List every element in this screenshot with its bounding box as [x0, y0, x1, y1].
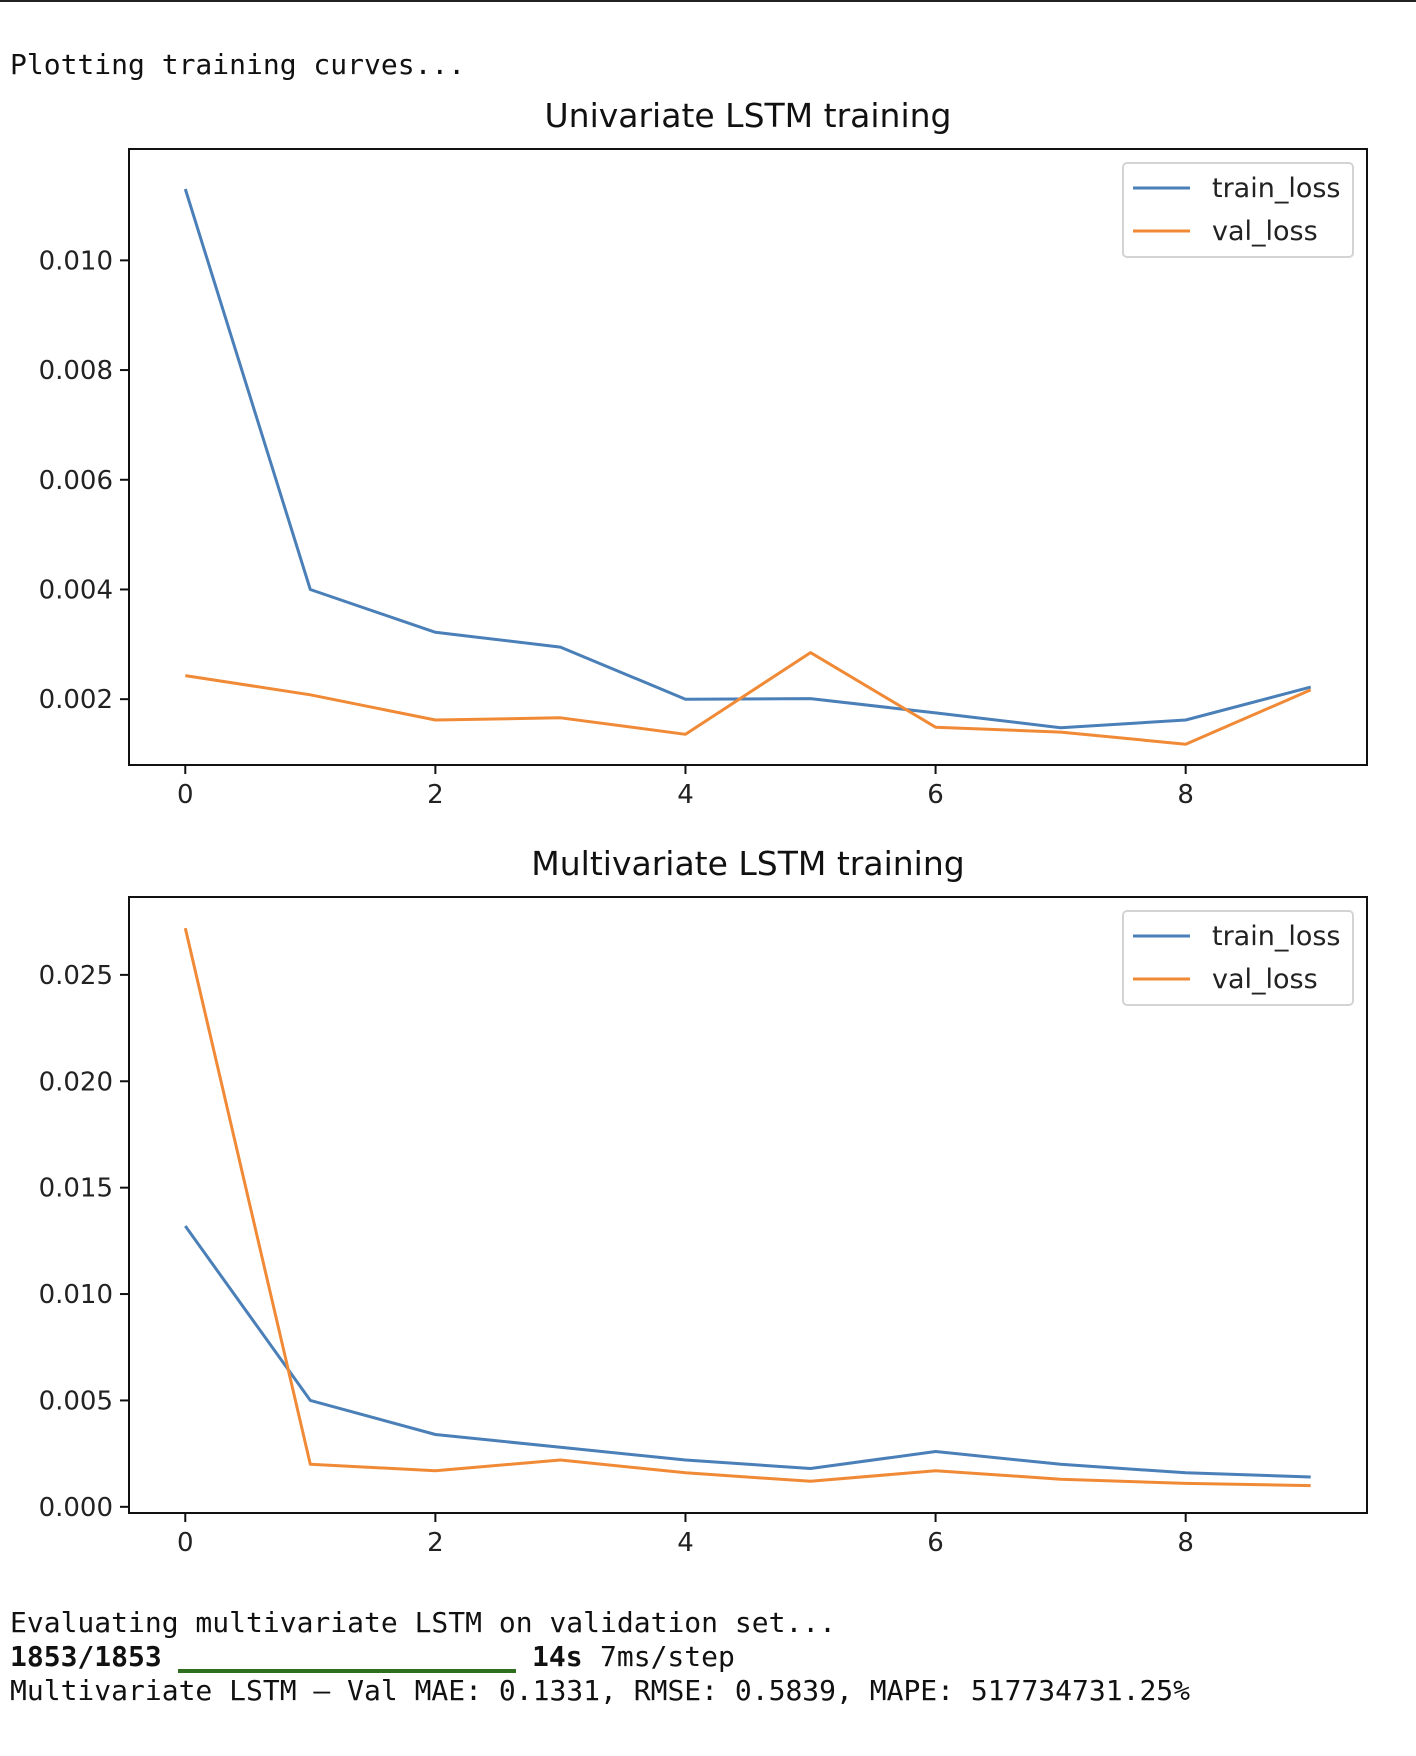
legend: train_loss val_loss — [1122, 910, 1354, 1006]
x-tick-label: 0 — [177, 1528, 194, 1558]
y-tick-label: 0.015 — [39, 1174, 113, 1204]
univariate-training-chart: Univariate LSTM training 0 2 4 6 8 0.002 0.004 0… — [39, 96, 1368, 810]
legend-label-val_loss: val_loss — [1212, 964, 1318, 995]
x-tick-label: 4 — [677, 780, 694, 810]
chart-title: Univariate LSTM training — [545, 96, 952, 135]
progress-count: 1853/1853 — [10, 1640, 162, 1673]
y-tick-label: 0.010 — [39, 246, 113, 276]
chart-title: Multivariate LSTM training — [531, 844, 964, 883]
y-tick-label: 0.004 — [39, 575, 113, 605]
series-line-train_loss — [184, 1225, 1311, 1479]
y-tick-label: 0.000 — [39, 1493, 113, 1523]
legend-label-train_loss: train_loss — [1212, 173, 1341, 204]
top-border — [0, 0, 1416, 2]
legend-label-val_loss: val_loss — [1212, 216, 1318, 247]
log-line-plotting: Plotting training curves... — [10, 48, 466, 81]
x-tick-label: 4 — [677, 1528, 694, 1558]
series-line-val_loss — [183, 927, 1311, 1488]
log-line-evaluating: Evaluating multivariate LSTM on validati… — [10, 1606, 837, 1639]
y-tick-label: 0.005 — [39, 1386, 113, 1416]
x-tick-label: 0 — [177, 780, 194, 810]
x-tick-label: 2 — [427, 780, 444, 810]
y-tick-label: 0.010 — [39, 1280, 113, 1310]
x-tick-label: 8 — [1177, 1528, 1194, 1558]
progress-rate: 7ms/step — [600, 1640, 735, 1673]
log-line-result: Multivariate LSTM — Val MAE: 0.1331, RMS… — [10, 1674, 1191, 1707]
plot-frame — [128, 148, 1368, 766]
progress-time: 14s — [532, 1640, 583, 1673]
x-tick-label: 6 — [927, 780, 944, 810]
y-tick-label: 0.020 — [39, 1067, 113, 1097]
progress-bar — [178, 1669, 516, 1673]
legend: train_loss val_loss — [1122, 162, 1354, 258]
series-line-val_loss — [185, 651, 1312, 746]
series-line-train_loss — [183, 188, 1312, 730]
x-tick-label: 8 — [1177, 780, 1194, 810]
x-tick-label: 6 — [927, 1528, 944, 1558]
y-tick-label: 0.008 — [39, 356, 113, 386]
y-tick-label: 0.025 — [39, 961, 113, 991]
y-tick-label: 0.002 — [39, 685, 113, 715]
y-tick-label: 0.006 — [39, 466, 113, 496]
legend-label-train_loss: train_loss — [1212, 921, 1341, 952]
x-tick-label: 2 — [427, 1528, 444, 1558]
multivariate-training-chart: Multivariate LSTM training 0 2 4 6 8 0.000 0.00… — [39, 844, 1368, 1558]
plot-frame — [128, 896, 1368, 1514]
